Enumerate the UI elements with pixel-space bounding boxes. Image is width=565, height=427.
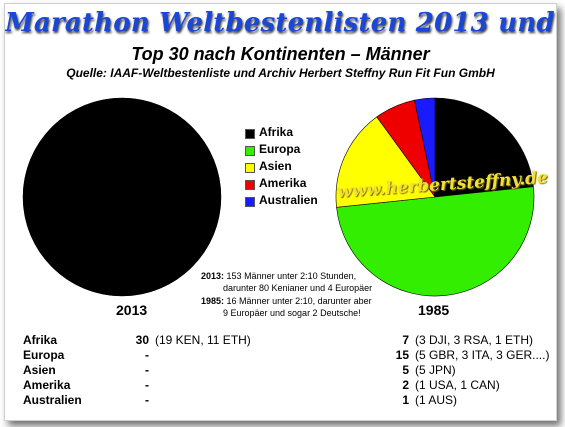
source-line: Quelle: IAAF-Weltbestenliste und Archiv … xyxy=(66,66,495,80)
note-1985-year: 1985: xyxy=(201,296,225,306)
legend-label: Asien xyxy=(259,159,292,173)
count-1985-cell: 7 xyxy=(402,332,409,347)
note-2013-line1: 153 Männer unter 2:10 Stunden, xyxy=(226,271,357,281)
note-1985-line2: 9 Europäer und sogar 2 Deutsche! xyxy=(223,308,361,318)
chart-frame: Marathon Weltbestenlisten 2013 und 1985 … xyxy=(4,3,557,421)
pie-charts xyxy=(22,97,535,297)
pie-slice-asien xyxy=(335,116,436,208)
detail-1985-cell: (3 DJI, 3 RSA, 1 ETH) xyxy=(415,332,534,347)
pie-1985 xyxy=(335,97,535,297)
count-1985-cell: 2 xyxy=(402,377,409,392)
detail-2013-cell: (19 KEN, 11 ETH) xyxy=(155,332,251,347)
pie-2013-label: 2013 xyxy=(116,302,148,318)
continent-cell: Afrika xyxy=(23,332,58,347)
chart-title: Marathon Weltbestenlisten 2013 und 1985 xyxy=(5,8,556,38)
note-2013-year: 2013: xyxy=(201,271,225,281)
pie-2013 xyxy=(22,97,222,297)
count-1985-cell: 1 xyxy=(402,392,409,407)
results-table: Afrika 30 (19 KEN, 11 ETH) 7 (3 DJI, 3 R… xyxy=(23,332,549,407)
continent-cell: Europa xyxy=(23,347,65,362)
count-1985-cell: 5 xyxy=(402,362,409,377)
table-row: Amerika - 2 (1 USA, 1 CAN) xyxy=(23,377,549,392)
legend-label: Europa xyxy=(259,142,301,156)
count-2013-cell: - xyxy=(145,377,149,392)
note-1985-line1: 16 Männer unter 2:10, darunter aber xyxy=(226,296,372,306)
pie-slice-afrika xyxy=(22,97,222,297)
note-2013-line2: darunter 80 Kenianer und 4 Europäer xyxy=(223,283,373,293)
count-2013-cell: - xyxy=(145,392,149,407)
detail-1985-cell: (1 USA, 1 CAN) xyxy=(415,377,500,392)
detail-1985-cell: (5 JPN) xyxy=(415,362,456,377)
table-row: Afrika 30 (19 KEN, 11 ETH) 7 (3 DJI, 3 R… xyxy=(23,332,549,347)
legend-label: Amerika xyxy=(259,176,307,190)
note-2013: 2013: 153 Männer unter 2:10 Stunden, dar… xyxy=(201,270,372,294)
pie-slice-europa xyxy=(336,186,535,297)
count-2013-cell: - xyxy=(145,347,149,362)
pie-slice-australien xyxy=(414,97,436,198)
legend-swatch xyxy=(245,180,255,190)
detail-1985-cell: (5 GBR, 3 ITA, 3 GER....) xyxy=(415,347,550,362)
table-row: Europa - 15 (5 GBR, 3 ITA, 3 GER....) xyxy=(23,347,549,362)
count-1985-cell: 15 xyxy=(395,347,409,362)
note-1985: 1985: 16 Männer unter 2:10, darunter abe… xyxy=(201,295,372,319)
legend-label: Afrika xyxy=(259,125,294,139)
legend-swatch xyxy=(245,129,255,139)
detail-2013-cell xyxy=(149,362,385,377)
continent-cell: Australien xyxy=(23,392,82,407)
pie-slice-afrika xyxy=(434,97,534,198)
continent-cell: Amerika xyxy=(23,377,71,392)
detail-2013-cell xyxy=(149,347,385,362)
count-2013-cell: - xyxy=(145,362,149,377)
detail-2013-cell xyxy=(149,377,385,392)
count-2013-cell: 30 xyxy=(135,332,149,347)
legend-swatch xyxy=(245,197,255,207)
chart-subtitle: Top 30 nach Kontinenten – Männer xyxy=(131,44,430,64)
table-row: Asien - 5 (5 JPN) xyxy=(23,362,549,377)
table-row: Australien - 1 (1 AUS) xyxy=(23,392,549,407)
legend-swatch xyxy=(245,163,255,173)
detail-2013-cell xyxy=(149,392,385,407)
pie-1985-label: 1985 xyxy=(418,302,450,318)
continent-cell: Asien xyxy=(23,362,56,377)
legend-label: Australien xyxy=(259,193,318,207)
legend-swatch xyxy=(245,146,255,156)
detail-1985-cell: (1 AUS) xyxy=(415,392,458,407)
